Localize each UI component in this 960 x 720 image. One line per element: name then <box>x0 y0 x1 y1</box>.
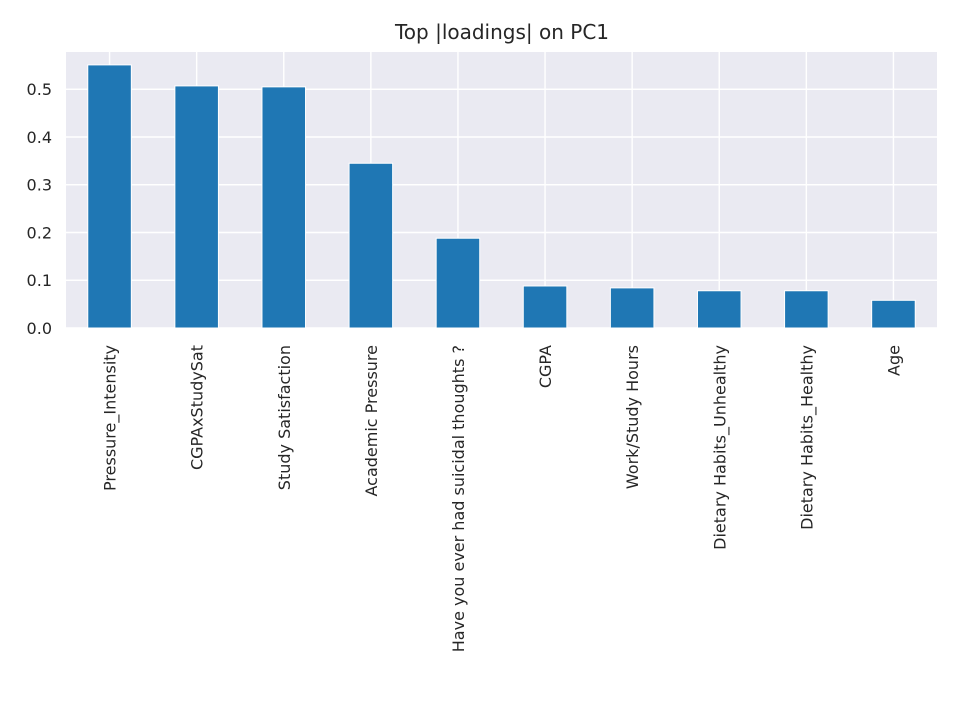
x-tick-label: Work/Study Hours <box>623 345 642 489</box>
x-tick-label: CGPA <box>536 345 555 388</box>
x-tick-label: Dietary Habits_Unhealthy <box>710 345 730 550</box>
x-tick-label: CGPAxStudySat <box>188 345 207 470</box>
bar <box>696 290 742 329</box>
bar <box>871 299 916 329</box>
y-tick-label: 0.2 <box>27 223 52 242</box>
bar <box>348 162 394 329</box>
x-tick-label: Academic Pressure <box>362 345 381 497</box>
y-tick-label: 0.3 <box>27 176 52 195</box>
bar <box>174 85 219 329</box>
x-tick-label: Dietary Habits_Healthy <box>797 345 817 530</box>
bars <box>87 64 916 329</box>
y-tick-label: 0.4 <box>27 128 52 147</box>
bar <box>435 237 481 329</box>
x-tick-label: Pressure_Intensity <box>101 345 121 491</box>
y-tick-label: 0.1 <box>27 271 52 290</box>
y-axis-ticks: 0.0 0.1 0.2 0.3 0.4 0.5 <box>27 80 52 338</box>
x-axis-ticks: Pressure_Intensity CGPAxStudySat Study Sat… <box>101 345 904 652</box>
x-tick-label: Have you ever had suicidal thoughts ? <box>449 345 468 652</box>
x-tick-label: Study Satisfaction <box>275 345 294 490</box>
bar <box>784 290 829 329</box>
bar <box>609 287 655 329</box>
bar <box>261 86 307 329</box>
x-tick-label: Age <box>884 345 903 376</box>
y-tick-label: 0.5 <box>27 80 52 99</box>
bar <box>87 64 132 329</box>
bar <box>522 285 568 329</box>
chart-title: Top |loadings| on PC1 <box>394 20 609 44</box>
y-tick-label: 0.0 <box>27 319 52 338</box>
